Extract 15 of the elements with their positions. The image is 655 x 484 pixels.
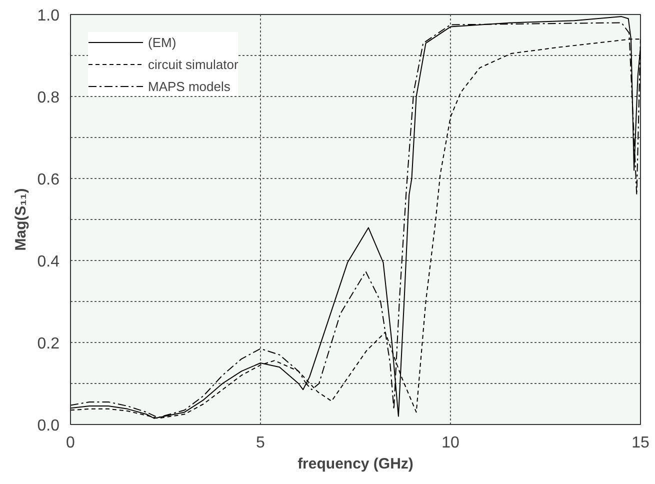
x-tick-label: 15 bbox=[632, 434, 650, 452]
y-tick-label: 0.2 bbox=[37, 336, 60, 352]
y-tick-label: 1.0 bbox=[37, 8, 60, 24]
y-tick-label: 0.6 bbox=[37, 172, 60, 188]
y-tick-label: 0.4 bbox=[37, 254, 60, 270]
y-tick-label: 0.0 bbox=[37, 418, 60, 434]
legend-label: MAPS models bbox=[148, 78, 230, 94]
x-tick-label: 5 bbox=[256, 434, 266, 452]
y-tick-label: 0.8 bbox=[37, 90, 60, 106]
x-tick-label: 0 bbox=[66, 434, 76, 452]
x-tick-label: 10 bbox=[442, 434, 460, 452]
legend-label: circuit simulator bbox=[148, 56, 238, 72]
x-axis-title: frequency (GHz) bbox=[298, 456, 414, 472]
y-axis-title: Mag(S₁₁) bbox=[12, 188, 30, 251]
legend-label: (EM) bbox=[148, 34, 176, 50]
